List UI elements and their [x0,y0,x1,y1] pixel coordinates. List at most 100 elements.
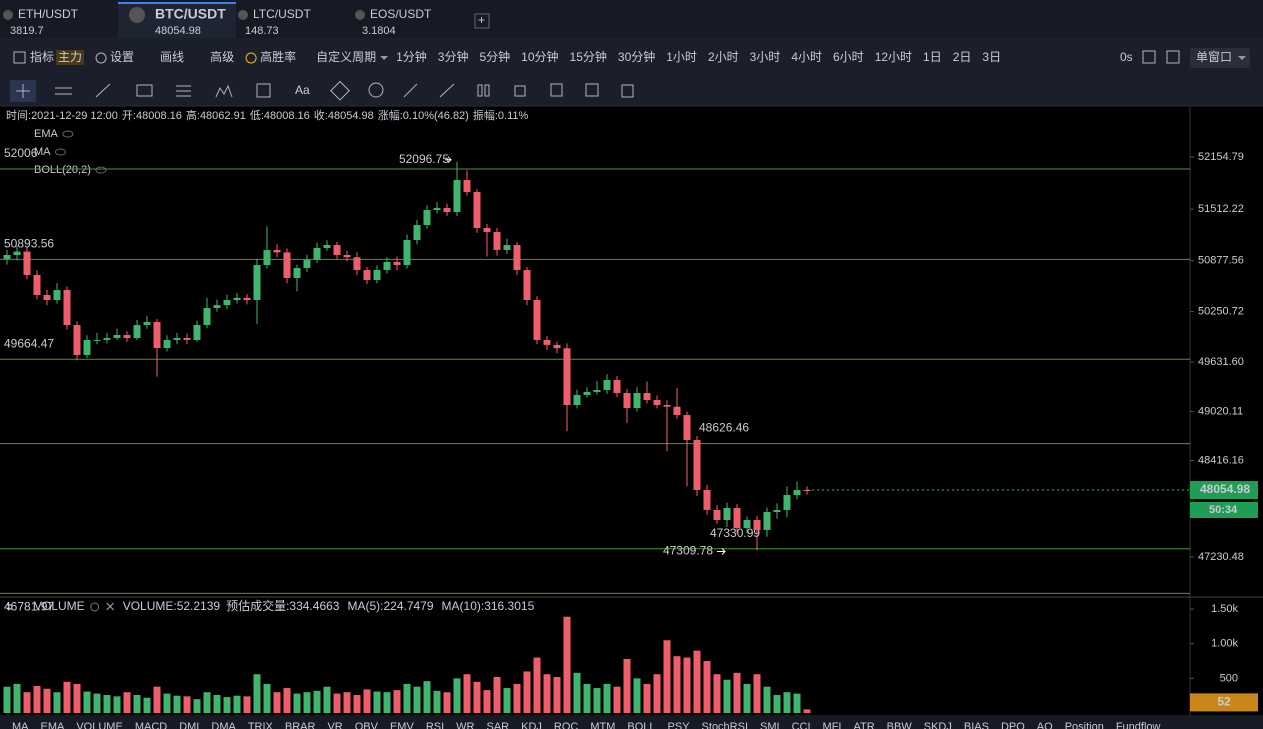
add-tab-icon: + [478,13,485,27]
interval-button[interactable]: 5分钟 [479,49,510,64]
indicator-tab[interactable]: OBV [355,721,379,729]
draw-button[interactable]: 画线 [160,50,184,64]
indicator-tab[interactable]: AO [1037,721,1053,729]
indicator-tab[interactable]: CCI [792,721,811,729]
interval-button[interactable]: 3小时 [750,50,781,64]
main-label[interactable]: 主力 [58,50,82,64]
refresh-button[interactable]: 0s [1120,50,1133,64]
indicator-tab[interactable]: DMI [179,721,199,729]
tab-symbol[interactable]: LTC/USDT [253,7,311,21]
overlay-label[interactable]: BOLL(20,2) [34,164,91,176]
indicator-tab[interactable]: MFI [823,721,842,729]
settings-icon[interactable] [90,602,100,612]
volume-bar [783,692,791,713]
drawing-tools [16,50,1180,101]
countdown: 50:34 [1209,504,1238,516]
indicator-tab[interactable]: BIAS [964,721,989,729]
indicator-tab[interactable]: ATR [853,721,874,729]
interval-button[interactable]: 2日 [953,50,972,64]
close-icon[interactable] [106,602,115,611]
volume-bar [213,694,221,713]
interval-button[interactable]: 1日 [923,50,942,64]
interval-button[interactable]: 2小时 [708,50,739,64]
text-tool[interactable]: Aa [295,83,310,97]
indicator-tab[interactable]: DPO [1001,721,1025,729]
add-tab[interactable] [474,13,490,29]
candle-body [283,252,291,278]
indicator-tab[interactable]: VOLUME [76,721,122,729]
indicator-tab[interactable]: ROC [554,721,579,729]
high-label: 52096.75 [399,152,449,166]
interval-button[interactable]: 3日 [982,50,1001,64]
y-tick-label: 47230.48 [1198,551,1244,563]
indicator-tab[interactable]: MTM [590,721,615,729]
volume-bar [523,671,531,713]
overlay-label[interactable]: EMA [34,128,59,140]
candle-body [143,322,151,326]
indicator-button[interactable]: 指标 [30,49,54,64]
indicator-tab[interactable]: BRAR [285,721,316,729]
info-value: 0.10%(46.82) [403,110,469,122]
indicator-tab[interactable]: SKDJ [924,721,952,729]
tab-symbol[interactable]: EOS/USDT [370,7,432,21]
interval-button[interactable]: 1小时 [666,50,697,64]
interval-button[interactable]: 4小时 [791,50,822,64]
indicator-tab[interactable]: WR [456,721,474,729]
volume-bar [43,688,51,713]
interval-button[interactable]: 15分钟 [570,49,607,64]
tab-price: 148.73 [245,25,279,37]
candle-body [163,339,171,349]
indicator-tab[interactable]: MA [12,721,29,729]
winrate-icon [245,52,257,64]
indicator-tab[interactable]: DMA [211,721,236,729]
indicator-tab[interactable]: Fundflow [1116,721,1161,729]
volume-bar [3,686,11,713]
interval-button[interactable]: 3分钟 [438,49,469,64]
info-label: 开: [122,110,136,122]
tab-symbol[interactable]: BTC/USDT [155,6,226,22]
indicator-tab[interactable]: SMI [760,721,780,729]
advanced-button[interactable]: 高级 [210,49,234,64]
settings-icon [95,52,107,64]
indicator-tab[interactable]: SAR [486,721,509,729]
candle-body [473,192,481,229]
indicator-tab[interactable]: EMA [41,721,66,729]
indicator-tab[interactable]: Position [1065,721,1104,729]
y-tick-label: 50877.56 [1198,255,1244,267]
indicator-tab[interactable]: StochRSI [702,721,748,729]
indicator-tab[interactable]: PSY [668,721,691,729]
visibility-icon[interactable] [62,130,74,138]
indicator-tab[interactable]: BBW [887,721,913,729]
volume-bar [263,683,271,713]
volume-legend: VOLUME [34,599,85,613]
candle-body [783,495,791,510]
settings-button[interactable]: 设置 [110,50,134,64]
active-tab-indicator [118,2,236,4]
indicator-tab[interactable]: BOLL [627,721,655,729]
volume-bar [743,683,751,713]
candle-body [213,305,221,309]
volume-bar [753,674,761,713]
visibility-icon[interactable] [55,148,66,156]
overlay-label[interactable]: MA [34,146,51,158]
interval-button[interactable]: 6小时 [833,50,864,64]
candle-body [513,245,521,271]
tab-icon [355,10,365,20]
winrate-button[interactable]: 高胜率 [260,49,296,64]
interval-button[interactable]: 12小时 [875,50,912,64]
interval-button[interactable]: 10分钟 [521,49,558,64]
volume-bar [653,674,661,713]
custom-period-button[interactable]: 自定义周期 [316,49,376,64]
interval-button[interactable]: 1分钟 [396,49,427,64]
interval-button[interactable]: 30分钟 [618,49,655,64]
indicator-tab[interactable]: KDJ [521,721,542,729]
window-label[interactable]: 单窗口 [1196,50,1232,64]
indicator-tab[interactable]: RSI [426,721,444,729]
window-button[interactable] [1190,48,1250,68]
indicator-tab[interactable]: VR [327,721,342,729]
indicator-tab[interactable]: EMV [390,721,415,729]
tab-symbol[interactable]: ETH/USDT [18,7,79,21]
indicator-tab[interactable]: MACD [135,721,167,729]
indicator-tab[interactable]: TRIX [248,721,274,729]
visibility-icon[interactable] [95,166,107,174]
